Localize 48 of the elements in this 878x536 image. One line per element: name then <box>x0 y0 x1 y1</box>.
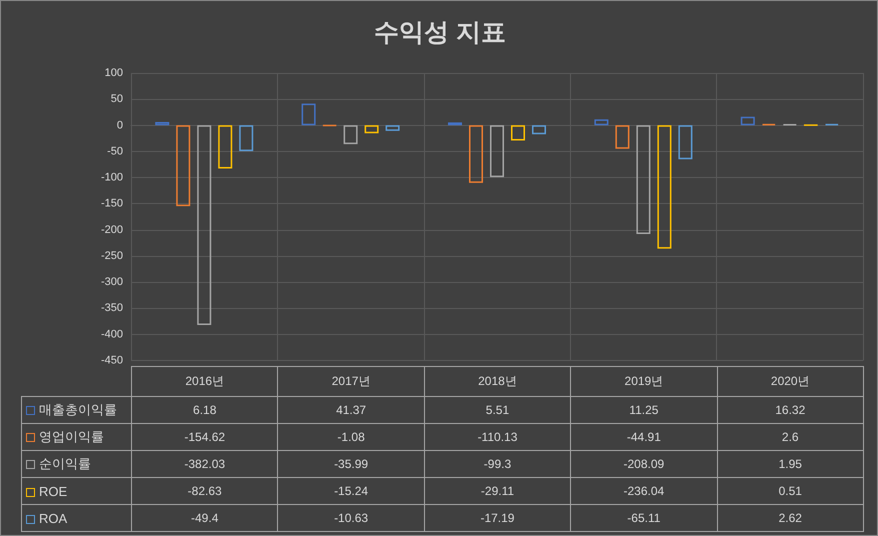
y-tick-label: -150 <box>100 198 123 210</box>
legend-label: ROE <box>22 478 132 504</box>
y-tick-label: -50 <box>107 145 123 158</box>
y-tick-label: 50 <box>110 93 123 106</box>
chart-title: 수익성 지표 <box>374 18 506 46</box>
data-label: -49.4 <box>132 504 278 532</box>
x-tick-label: 2017년 <box>278 366 424 396</box>
y-tick-label: -450 <box>100 354 123 366</box>
data-label: 2.6 <box>717 424 864 450</box>
data-label: 41.37 <box>278 396 424 424</box>
y-tick-label: -100 <box>100 172 123 184</box>
y-tick-label: -300 <box>100 276 123 288</box>
data-label: 6.18 <box>132 396 278 424</box>
data-label: 1.95 <box>717 450 864 478</box>
x-tick-label: 2016년 <box>132 366 278 396</box>
data-label: 0.51 <box>717 478 864 504</box>
data-label: -154.62 <box>132 424 278 450</box>
legend-label: 영업이익률 <box>22 424 132 450</box>
data-label: -17.19 <box>424 504 571 532</box>
data-label: -110.13 <box>424 424 571 450</box>
data-label: 11.25 <box>570 396 718 424</box>
data-label: 16.32 <box>717 396 864 424</box>
y-tick-label: 100 <box>104 67 123 79</box>
data-label: -99.3 <box>424 450 571 478</box>
data-label: -82.63 <box>132 478 278 504</box>
data-label: -382.03 <box>132 450 278 478</box>
data-label: 2.62 <box>717 504 864 532</box>
data-label: -15.24 <box>278 478 424 504</box>
data-label: -10.63 <box>278 504 424 532</box>
data-label: -65.11 <box>570 504 718 532</box>
y-tick-label: -250 <box>100 250 123 262</box>
data-label: 5.51 <box>424 396 571 424</box>
data-label: -35.99 <box>278 450 424 478</box>
y-tick-label: -400 <box>100 328 123 340</box>
legend-label: 매출총이익률 <box>22 396 132 424</box>
x-tick-label: 2018년 <box>424 366 571 396</box>
data-label: -44.91 <box>570 424 718 450</box>
x-tick-label: 2019년 <box>570 366 718 396</box>
y-tick-label: -200 <box>100 224 123 236</box>
legend-label: ROA <box>22 504 132 532</box>
y-tick-label: 0 <box>116 119 123 132</box>
data-label: -236.04 <box>570 478 718 504</box>
x-tick-label: 2020년 <box>717 366 864 396</box>
data-label: -1.08 <box>278 424 424 450</box>
data-label: -208.09 <box>570 450 718 478</box>
legend-label: 순이익률 <box>22 450 132 478</box>
y-tick-label: -350 <box>100 302 123 314</box>
data-label: -29.11 <box>424 478 571 504</box>
